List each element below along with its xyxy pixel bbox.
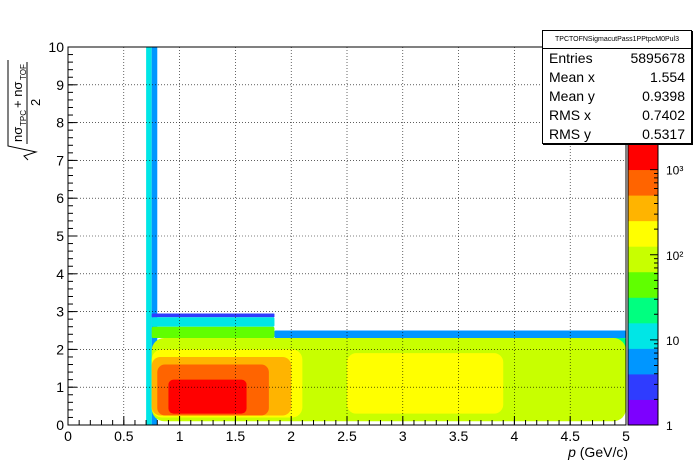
z-tick-label: 10²	[666, 249, 683, 263]
svg-text:2: 2	[28, 99, 43, 106]
svg-text:+ nσ: + nσ	[10, 82, 25, 108]
palette-swatch	[628, 246, 658, 273]
heatmap-region	[151, 313, 275, 318]
stats-row: Mean x 1.554	[543, 68, 691, 87]
stats-title: TPCTOFNSigmacutPass1PPtpcM0Pul3	[543, 31, 691, 49]
palette-swatch	[628, 297, 658, 324]
palette-swatch	[628, 169, 658, 196]
stats-value: 5895678	[630, 50, 685, 66]
stats-label: RMS y	[549, 126, 591, 142]
svg-text:TOF: TOF	[19, 64, 28, 80]
heatmap-region	[151, 317, 275, 327]
x-tick-label: 2	[287, 428, 295, 444]
z-tick-label: 1	[666, 419, 673, 433]
z-tick-label: 10	[666, 334, 680, 348]
palette-swatch	[628, 271, 658, 298]
stats-label: RMS x	[549, 107, 591, 123]
palette-swatch	[628, 220, 658, 247]
x-axis-unit: (GeV/c)	[579, 444, 628, 460]
stats-label: Entries	[549, 50, 593, 66]
stats-value: 0.9398	[642, 88, 685, 104]
y-tick-label: 6	[56, 190, 64, 206]
palette-swatch	[628, 195, 658, 222]
x-tick-label: 0	[64, 428, 72, 444]
y-tick-label: 2	[56, 341, 64, 357]
stats-row: Entries 5895678	[543, 49, 691, 68]
stats-row: Mean y 0.9398	[543, 87, 691, 106]
z-tick-label: 10³	[666, 164, 683, 178]
y-tick-label: 9	[56, 77, 64, 93]
y-tick-label: 3	[56, 304, 64, 320]
stats-value: 1.554	[649, 69, 685, 85]
color-palette	[627, 143, 659, 426]
heatmap-region	[168, 379, 247, 414]
x-tick-label: 0.5	[114, 428, 134, 444]
palette-swatch	[628, 348, 658, 375]
palette-swatch	[628, 144, 658, 171]
z-axis-ticks: 1 10 10² 10³	[650, 143, 683, 433]
svg-text:nσ: nσ	[10, 127, 25, 142]
stats-label: Mean x	[549, 69, 595, 85]
svg-text:TPC: TPC	[19, 110, 28, 126]
y-axis-label: nσ TPC + nσ TOF 2	[6, 42, 52, 162]
stats-box: TPCTOFNSigmacutPass1PPtpcM0Pul3 Entries 5…	[542, 30, 692, 144]
stats-label: Mean y	[549, 88, 595, 104]
x-axis-variable: p	[568, 444, 576, 460]
x-tick-label: 3.5	[449, 428, 469, 444]
heatmap-region	[146, 47, 152, 425]
y-tick-label: 5	[56, 228, 64, 244]
x-tick-label: 5	[622, 428, 630, 444]
x-tick-label: 3	[399, 428, 407, 444]
x-tick-label: 4.5	[560, 428, 580, 444]
x-tick-label: 1	[176, 428, 184, 444]
y-tick-label: 10	[48, 39, 64, 55]
x-tick-label: 1.5	[226, 428, 246, 444]
palette-swatch	[628, 373, 658, 400]
stats-row: RMS y 0.5317	[543, 125, 691, 144]
y-tick-label: 4	[56, 266, 64, 282]
palette-swatch	[628, 322, 658, 349]
x-tick-label: 2.5	[337, 428, 357, 444]
y-tick-label: 1	[56, 379, 64, 395]
stats-value: 0.7402	[642, 107, 685, 123]
heatmap-region	[347, 353, 504, 414]
y-tick-label: 7	[56, 152, 64, 168]
y-axis-ticks: 0 1 2 3 4 5 6 7 8 9 10	[48, 39, 77, 433]
x-tick-label: 4	[511, 428, 519, 444]
heatmap-region	[151, 326, 275, 339]
heatmap-cells	[146, 47, 626, 425]
x-axis-ticks: 0 0.5 1 1.5 2 2.5 3 3.5 4 4.5 5	[64, 416, 630, 444]
palette-frame	[627, 143, 659, 426]
x-axis-label: p (GeV/c)	[568, 444, 628, 460]
palette-swatch	[628, 399, 658, 426]
y-tick-label: 8	[56, 115, 64, 131]
heatmap-region	[274, 330, 626, 339]
stats-row: RMS x 0.7402	[543, 106, 691, 125]
stats-value: 0.5317	[642, 126, 685, 142]
y-tick-label: 0	[56, 417, 64, 433]
grid-lines	[68, 47, 626, 425]
